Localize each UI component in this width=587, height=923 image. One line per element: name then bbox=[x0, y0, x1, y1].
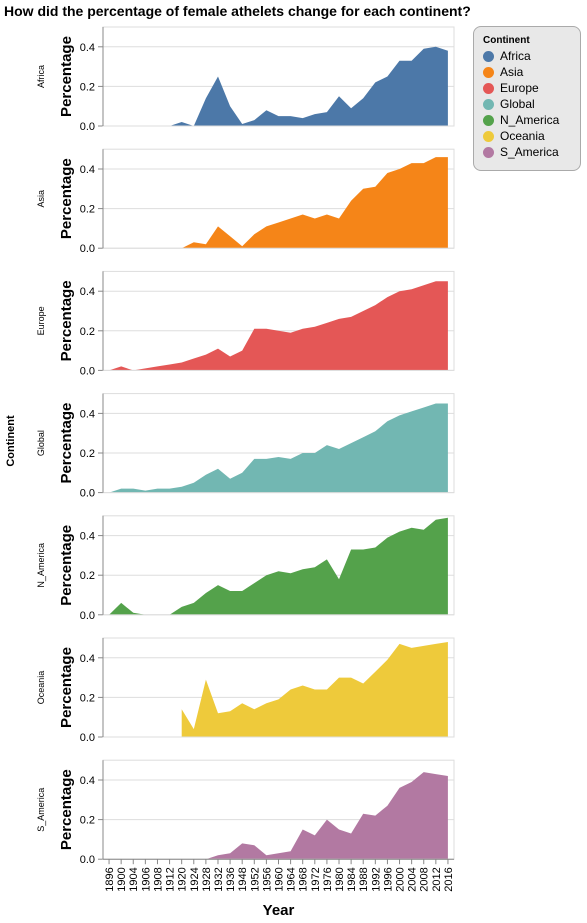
legend-item-oceania: Oceania bbox=[483, 128, 580, 144]
y-tick-label-oceania: 0.4 bbox=[80, 653, 95, 665]
y-axis-title-africa: Percentage bbox=[58, 36, 75, 117]
x-tick-label: 1936 bbox=[225, 867, 237, 891]
y-axis-title-asia: Percentage bbox=[58, 158, 75, 239]
x-tick-label: 1932 bbox=[213, 867, 225, 891]
x-tick-label: 1900 bbox=[116, 867, 128, 891]
x-tick-label: 1924 bbox=[189, 867, 201, 891]
legend-items: Africa Asia Europe Global N_America Oceania S_… bbox=[483, 48, 580, 160]
x-tick-label: 1996 bbox=[382, 867, 394, 891]
row-header-n-america: N_America bbox=[36, 543, 46, 588]
legend-item-global: Global bbox=[483, 96, 580, 112]
x-tick-label: 1972 bbox=[310, 867, 322, 891]
x-tick-label: 1928 bbox=[201, 867, 213, 891]
legend-label-n-america: N_America bbox=[500, 113, 560, 127]
legend-label-europe: Europe bbox=[500, 81, 539, 95]
y-axis-title-n-america: Percentage bbox=[58, 525, 75, 606]
legend-swatch-oceania bbox=[483, 130, 494, 142]
y-tick-label-s-america: 0.4 bbox=[80, 775, 95, 787]
x-axis-title: Year bbox=[263, 902, 295, 919]
area-global bbox=[109, 403, 448, 493]
row-header-africa: Africa bbox=[36, 65, 46, 88]
y-axis-title-s-america: Percentage bbox=[58, 769, 75, 850]
y-tick-label-s-america: 0.2 bbox=[80, 815, 95, 827]
y-tick-label-global: 0.4 bbox=[80, 408, 95, 420]
row-header-europe: Europe bbox=[36, 306, 46, 335]
row-header-global: Global bbox=[36, 430, 46, 456]
x-tick-label: 1984 bbox=[346, 867, 358, 891]
x-tick-label: 1952 bbox=[249, 867, 261, 891]
y-tick-label-europe: 0.4 bbox=[80, 286, 95, 298]
y-axis-title-global: Percentage bbox=[58, 403, 75, 484]
row-header-asia: Asia bbox=[36, 190, 46, 208]
x-tick-label: 1968 bbox=[298, 867, 310, 891]
x-tick-label: 2000 bbox=[395, 867, 407, 891]
legend-label-s-america: S_America bbox=[500, 145, 559, 159]
x-tick-label: 1980 bbox=[334, 867, 346, 891]
x-tick-label: 1908 bbox=[152, 867, 164, 891]
legend-item-asia: Asia bbox=[483, 64, 580, 80]
legend-swatch-n-america bbox=[483, 114, 494, 126]
y-tick-label-asia: 0.0 bbox=[80, 243, 95, 255]
y-tick-label-oceania: 0.0 bbox=[80, 732, 95, 744]
y-tick-label-global: 0.2 bbox=[80, 448, 95, 460]
y-tick-label-n-america: 0.2 bbox=[80, 570, 95, 582]
x-tick-label: 2016 bbox=[443, 867, 455, 891]
y-tick-label-europe: 0.2 bbox=[80, 326, 95, 338]
legend: Continent Africa Asia Europe Global N_Americ… bbox=[473, 26, 581, 171]
legend-item-s-america: S_America bbox=[483, 144, 580, 160]
y-tick-label-africa: 0.2 bbox=[80, 81, 95, 93]
x-tick-label: 2008 bbox=[419, 867, 431, 891]
y-tick-label-africa: 0.0 bbox=[80, 121, 95, 133]
x-tick-label: 1912 bbox=[165, 867, 177, 891]
area-asia bbox=[181, 157, 448, 249]
x-tick-label: 1956 bbox=[261, 867, 273, 891]
legend-swatch-asia bbox=[483, 66, 494, 78]
y-tick-label-n-america: 0.4 bbox=[80, 531, 95, 543]
y-tick-label-n-america: 0.0 bbox=[80, 610, 95, 622]
legend-label-global: Global bbox=[500, 97, 535, 111]
legend-swatch-europe bbox=[483, 82, 494, 94]
legend-title: Continent bbox=[483, 35, 530, 46]
x-tick-label: 1960 bbox=[274, 867, 286, 891]
x-tick-label: 1948 bbox=[237, 867, 249, 891]
y-axis-title-europe: Percentage bbox=[58, 280, 75, 361]
legend-label-oceania: Oceania bbox=[500, 129, 545, 143]
chart-title: How did the percentage of female athelet… bbox=[4, 3, 471, 19]
x-tick-label: 1988 bbox=[358, 867, 370, 891]
x-tick-label: 1896 bbox=[104, 867, 116, 891]
legend-label-asia: Asia bbox=[500, 65, 524, 79]
x-tick-label: 1920 bbox=[177, 867, 189, 891]
x-tick-label: 1992 bbox=[370, 867, 382, 891]
x-tick-label: 2004 bbox=[407, 867, 419, 891]
legend-swatch-global bbox=[483, 98, 494, 110]
x-tick-label: 1976 bbox=[322, 867, 334, 891]
row-facet-title: Continent bbox=[5, 415, 17, 467]
y-tick-label-oceania: 0.2 bbox=[80, 692, 95, 704]
x-tick-label: 2012 bbox=[431, 867, 443, 891]
area-n-america bbox=[109, 517, 448, 615]
legend-item-n-america: N_America bbox=[483, 112, 580, 128]
y-tick-label-asia: 0.4 bbox=[80, 164, 95, 176]
row-header-oceania: Oceania bbox=[36, 671, 46, 705]
x-tick-label: 1906 bbox=[140, 867, 152, 891]
y-tick-label-africa: 0.4 bbox=[80, 42, 95, 54]
y-tick-label-global: 0.0 bbox=[80, 488, 95, 500]
row-header-s-america: S_America bbox=[36, 788, 46, 832]
y-tick-label-s-america: 0.0 bbox=[80, 854, 95, 866]
area-oceania bbox=[181, 642, 448, 737]
y-tick-label-europe: 0.0 bbox=[80, 365, 95, 377]
legend-label-africa: Africa bbox=[500, 49, 531, 63]
y-axis-title-oceania: Percentage bbox=[58, 647, 75, 728]
legend-swatch-africa bbox=[483, 50, 494, 62]
area-africa bbox=[169, 46, 448, 126]
y-tick-label-asia: 0.2 bbox=[80, 204, 95, 216]
area-europe bbox=[109, 281, 448, 371]
legend-item-europe: Europe bbox=[483, 80, 580, 96]
x-tick-label: 1964 bbox=[286, 867, 298, 891]
legend-item-africa: Africa bbox=[483, 48, 580, 64]
x-tick-label: 1904 bbox=[128, 867, 140, 891]
area-s-america bbox=[109, 772, 448, 860]
legend-swatch-s-america bbox=[483, 146, 494, 158]
